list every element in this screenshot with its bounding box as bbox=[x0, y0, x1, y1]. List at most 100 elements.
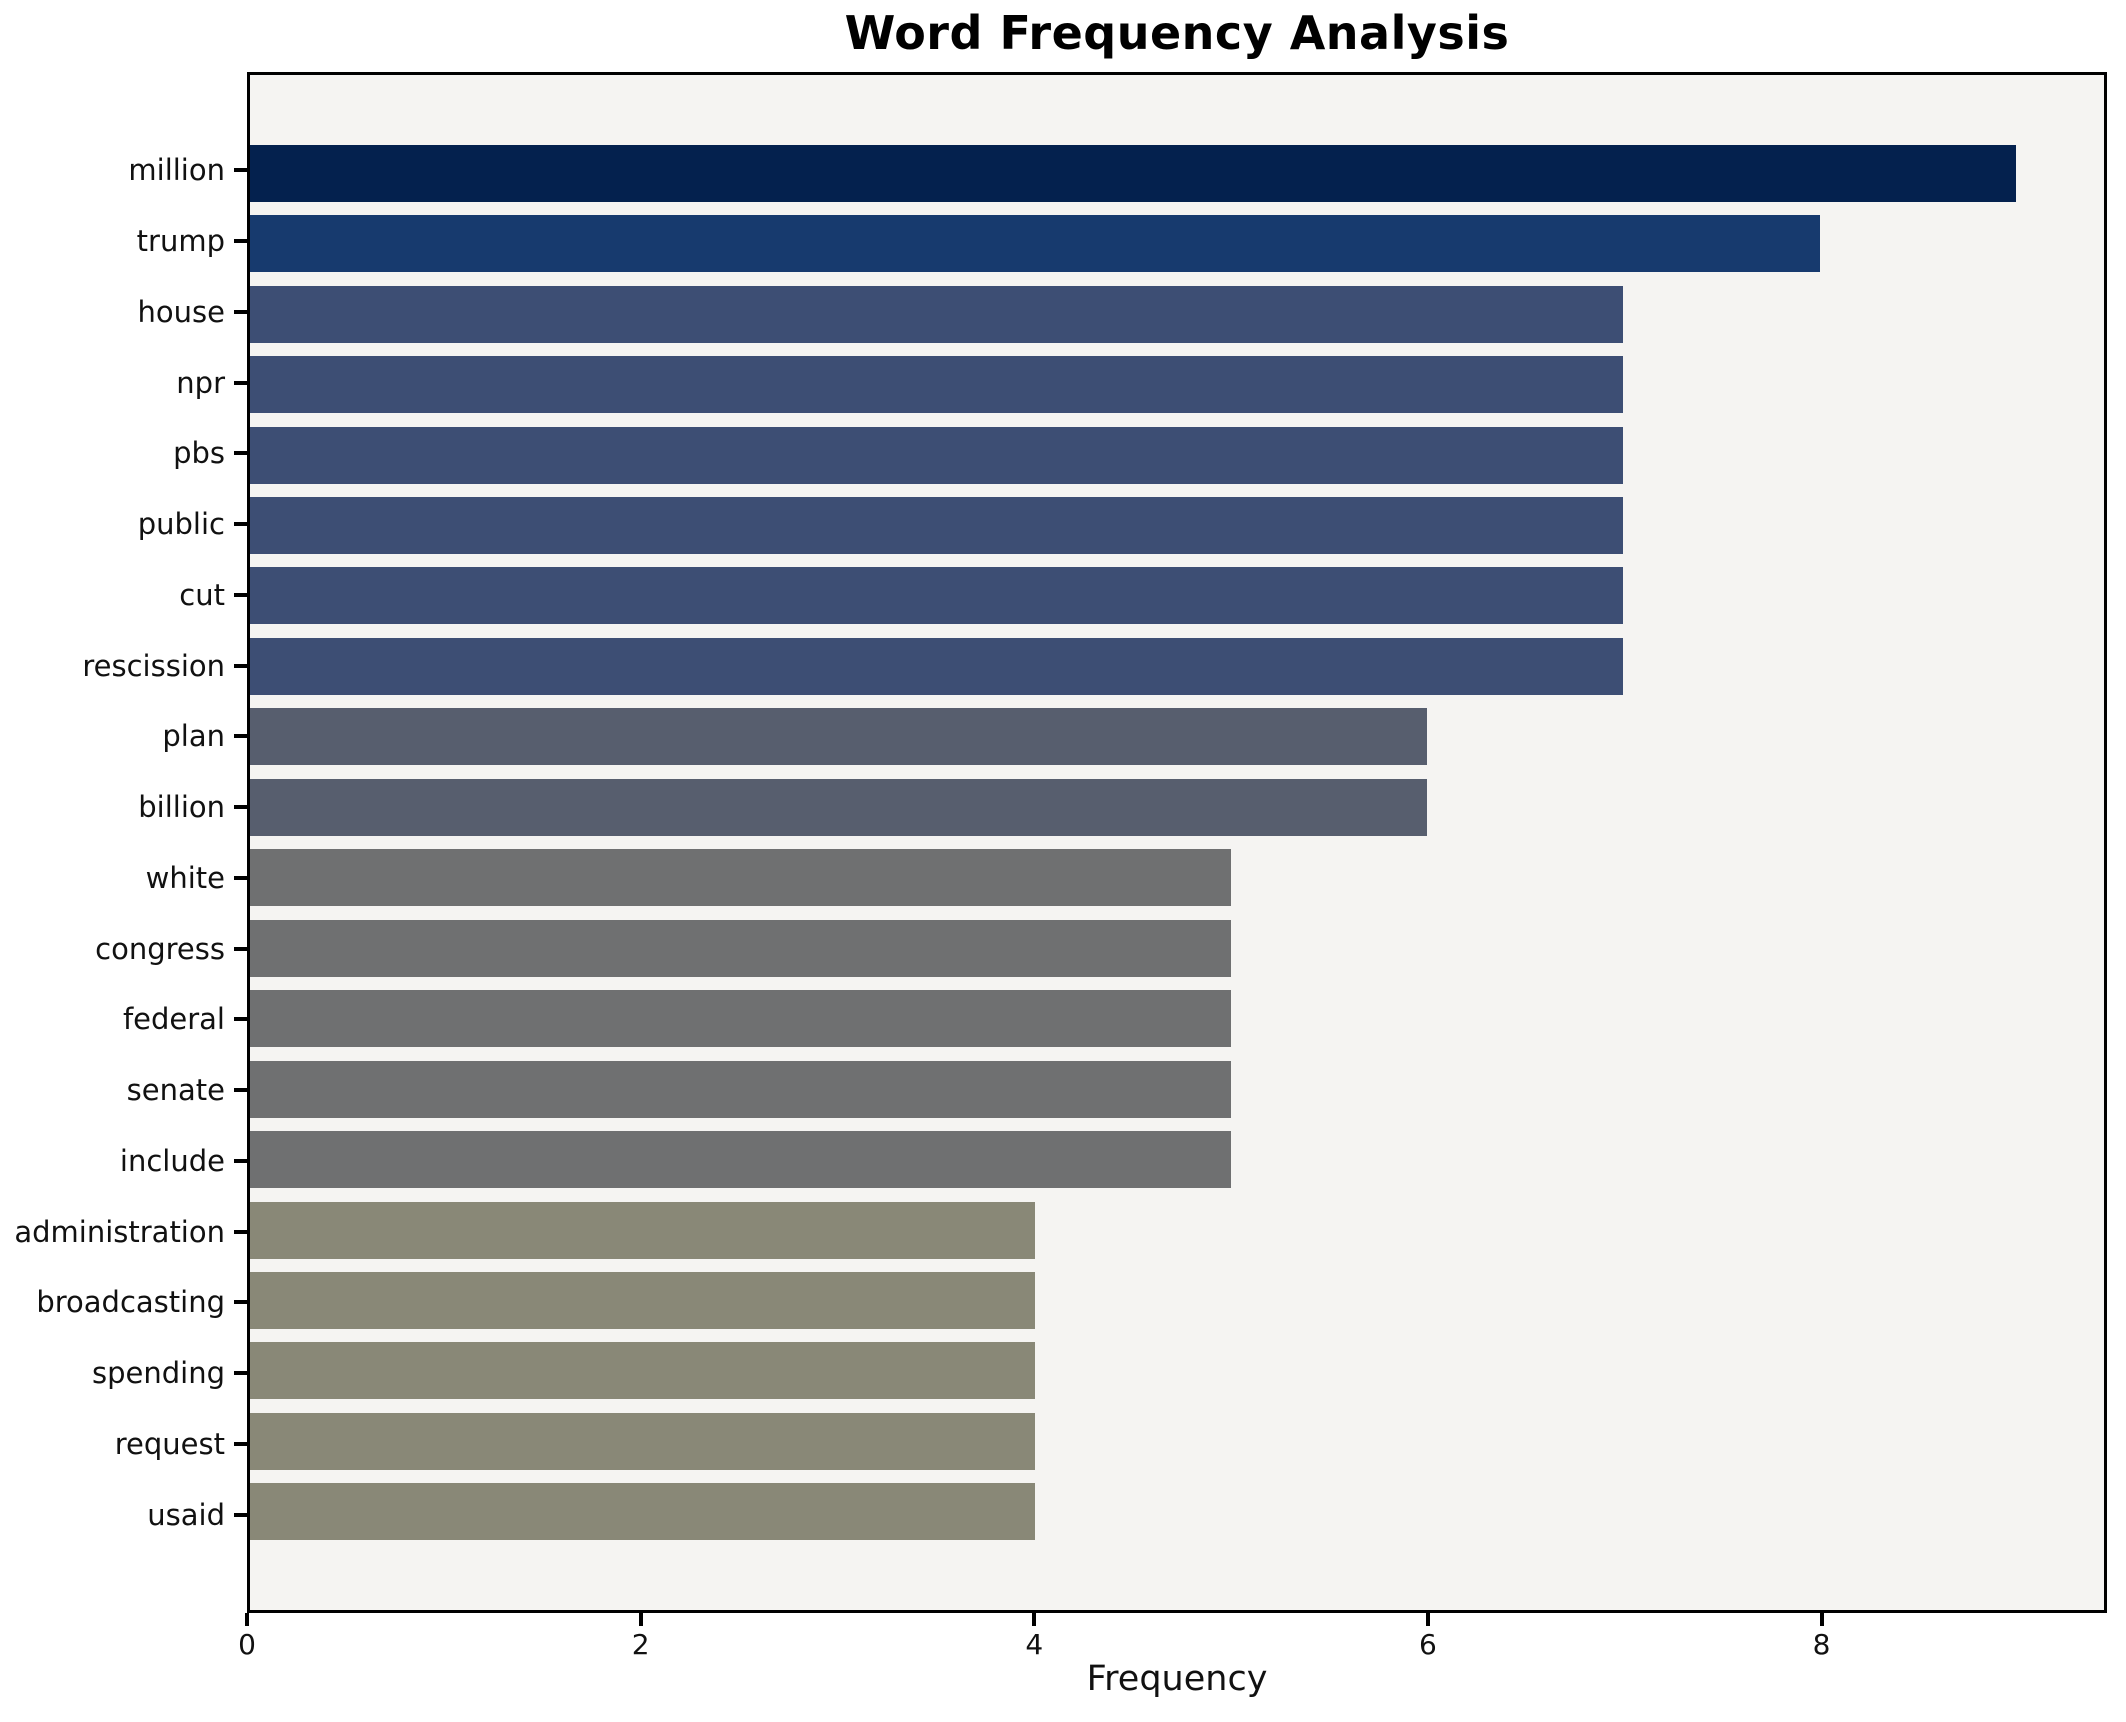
bar-row bbox=[250, 702, 2104, 772]
ylabel-administration: administration bbox=[14, 1214, 225, 1249]
ytick-mark bbox=[234, 1158, 247, 1163]
bar-row bbox=[250, 1265, 2104, 1335]
ytick-mark bbox=[234, 1300, 247, 1305]
xtick-mark bbox=[1032, 1613, 1037, 1626]
ylabel-row: pbs bbox=[0, 418, 247, 489]
bar-row bbox=[250, 1054, 2104, 1124]
ytick-mark bbox=[234, 1088, 247, 1093]
ylabel-broadcasting: broadcasting bbox=[36, 1285, 225, 1320]
bar-row bbox=[250, 983, 2104, 1053]
ytick-mark bbox=[234, 168, 247, 173]
bar-house bbox=[250, 285, 1624, 343]
ylabel-row: npr bbox=[0, 347, 247, 418]
ylabel-million: million bbox=[128, 153, 225, 188]
ylabel-row: include bbox=[0, 1126, 247, 1197]
bar-public bbox=[250, 496, 1624, 554]
bar-row bbox=[250, 1195, 2104, 1265]
ylabel-trump: trump bbox=[136, 224, 225, 259]
ylabel-row: million bbox=[0, 135, 247, 206]
ytick-mark bbox=[234, 1017, 247, 1022]
bar-row bbox=[250, 279, 2104, 349]
bar-row bbox=[250, 420, 2104, 490]
bar-usaid bbox=[250, 1483, 1035, 1541]
xtick-mark bbox=[1425, 1613, 1430, 1626]
ytick-mark bbox=[234, 309, 247, 314]
ylabel-plan: plan bbox=[162, 719, 225, 754]
bar-row bbox=[250, 138, 2104, 208]
ylabel-row: house bbox=[0, 277, 247, 348]
bar-row bbox=[250, 490, 2104, 560]
xtick-mark bbox=[1819, 1613, 1824, 1626]
bar-congress bbox=[250, 919, 1231, 977]
bar-billion bbox=[250, 778, 1428, 836]
ylabel-npr: npr bbox=[176, 365, 225, 400]
ylabel-row: usaid bbox=[0, 1479, 247, 1550]
bar-federal bbox=[250, 990, 1231, 1048]
bar-cut bbox=[250, 567, 1624, 625]
ytick-mark bbox=[234, 522, 247, 527]
ylabel-spending: spending bbox=[92, 1356, 225, 1391]
x-axis-label: Frequency bbox=[1086, 1659, 1268, 1699]
ytick-mark bbox=[234, 451, 247, 456]
ylabel-include: include bbox=[119, 1143, 225, 1178]
bar-row bbox=[250, 913, 2104, 983]
ylabel-pbs: pbs bbox=[173, 436, 225, 471]
plot-area bbox=[247, 72, 2107, 1613]
xtick-label: 8 bbox=[1812, 1628, 1831, 1661]
bar-row bbox=[250, 1124, 2104, 1194]
bar-spending bbox=[250, 1342, 1035, 1400]
ytick-mark bbox=[234, 875, 247, 880]
ylabel-row: request bbox=[0, 1409, 247, 1480]
bar-administration bbox=[250, 1201, 1035, 1259]
ytick-mark bbox=[234, 734, 247, 739]
ylabel-row: federal bbox=[0, 984, 247, 1055]
xtick-label: 4 bbox=[1025, 1628, 1044, 1661]
ylabel-row: billion bbox=[0, 772, 247, 843]
ylabel-row: white bbox=[0, 843, 247, 914]
bar-npr bbox=[250, 356, 1624, 414]
bar-senate bbox=[250, 1060, 1231, 1118]
bar-row bbox=[250, 1477, 2104, 1547]
ylabel-federal: federal bbox=[122, 1002, 225, 1037]
ytick-mark bbox=[234, 946, 247, 951]
xtick-label: 0 bbox=[238, 1628, 256, 1661]
bar-rescission bbox=[250, 637, 1624, 695]
ylabel-request: request bbox=[114, 1426, 225, 1461]
ylabel-row: public bbox=[0, 489, 247, 560]
xtick-label: 6 bbox=[1419, 1628, 1437, 1661]
ylabel-row: plan bbox=[0, 701, 247, 772]
ylabel-row: cut bbox=[0, 560, 247, 631]
bar-row bbox=[250, 1406, 2104, 1476]
bar-row bbox=[250, 772, 2104, 842]
ytick-mark bbox=[234, 592, 247, 597]
bar-trump bbox=[250, 215, 1820, 273]
ylabel-row: administration bbox=[0, 1196, 247, 1267]
ylabel-public: public bbox=[137, 507, 225, 542]
ylabel-cut: cut bbox=[179, 577, 225, 612]
bar-row bbox=[250, 561, 2104, 631]
xtick-mark bbox=[638, 1613, 643, 1626]
xtick-mark bbox=[245, 1613, 249, 1626]
ylabel-row: rescission bbox=[0, 630, 247, 701]
ytick-mark bbox=[234, 805, 247, 810]
bar-include bbox=[250, 1131, 1231, 1189]
ylabel-billion: billion bbox=[138, 790, 225, 825]
ylabel-white: white bbox=[145, 860, 225, 895]
bar-white bbox=[250, 849, 1231, 907]
ytick-mark bbox=[234, 380, 247, 385]
ytick-mark bbox=[234, 1371, 247, 1376]
ytick-mark bbox=[234, 239, 247, 244]
bar-row bbox=[250, 1336, 2104, 1406]
ytick-mark bbox=[234, 1512, 247, 1517]
chart-title: Word Frequency Analysis bbox=[844, 6, 1510, 60]
ylabel-usaid: usaid bbox=[147, 1497, 225, 1532]
bar-million bbox=[250, 144, 2016, 202]
bar-row bbox=[250, 208, 2104, 278]
bar-row bbox=[250, 631, 2104, 701]
ylabel-senate: senate bbox=[126, 1073, 225, 1108]
ylabel-congress: congress bbox=[95, 931, 225, 966]
ylabel-house: house bbox=[137, 294, 225, 329]
y-axis: million trump house npr pbs public cut rescissi… bbox=[0, 72, 247, 1613]
bar-request bbox=[250, 1412, 1035, 1470]
